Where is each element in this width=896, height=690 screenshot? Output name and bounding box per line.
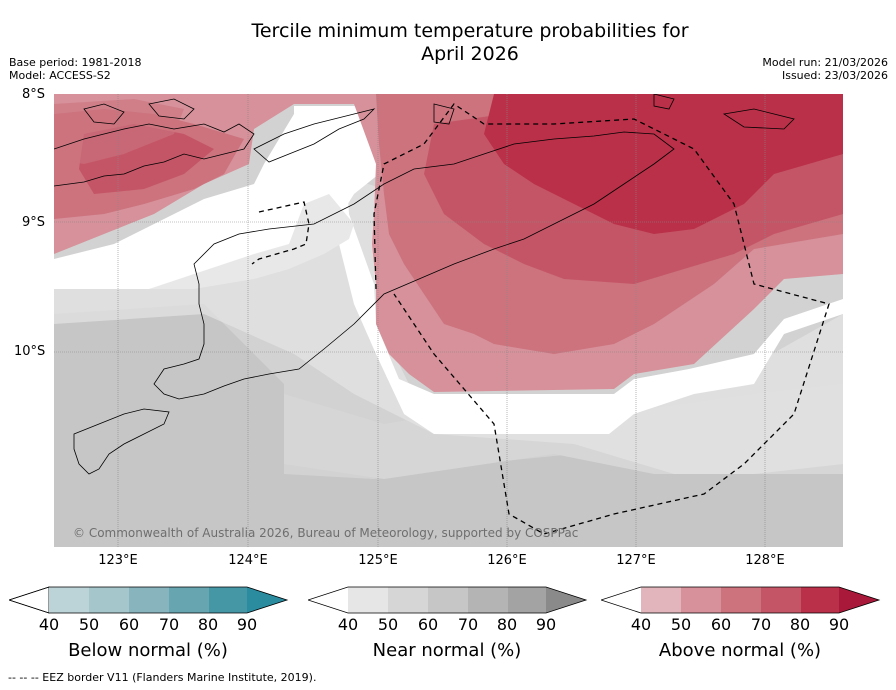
- eez-footnote: -- -- -- EEZ border V11 (Flanders Marine…: [8, 671, 317, 684]
- cbar-above-tick-70: 70: [750, 615, 772, 634]
- cbar-near-arrow-left: [308, 587, 348, 613]
- cbar-above-arrow-left: [601, 587, 641, 613]
- cbar-below-seg-1: [89, 587, 129, 613]
- cbar-above-arrow-right: [839, 587, 879, 613]
- cbar-near-tick-80: 80: [496, 615, 518, 634]
- cbar-below-seg-4: [209, 587, 247, 613]
- cbar-below-seg-2: [129, 587, 169, 613]
- cbar-above-tick-60: 60: [710, 615, 732, 634]
- cbar-above-seg-1: [681, 587, 721, 613]
- copyright-text: © Commonwealth of Australia 2026, Bureau…: [73, 526, 578, 540]
- cbar-near-seg-0: [348, 587, 388, 613]
- cbar-below-tick-60: 60: [118, 615, 140, 634]
- cbar-below-tick-50: 50: [78, 615, 100, 634]
- title-line-2: April 2026: [421, 43, 519, 65]
- near-normal-60-region: [54, 304, 843, 547]
- cbar-near-tick-60: 60: [417, 615, 439, 634]
- issued-date: Issued: 23/03/2026: [781, 69, 888, 82]
- flores-coast: [54, 123, 255, 187]
- colorbar-above-normal: [601, 586, 881, 614]
- lat-label-8s: 8°S: [22, 87, 46, 102]
- rote-coast: [73, 408, 170, 475]
- cbar-above-seg-2: [721, 587, 761, 613]
- cbar-below-title: Below normal (%): [68, 640, 228, 661]
- lon-label-126e: 126°E: [487, 553, 527, 568]
- cbar-below-seg-0: [49, 587, 89, 613]
- island-north: [433, 103, 455, 125]
- lon-label-125e: 125°E: [358, 553, 398, 568]
- cbar-above-tick-50: 50: [670, 615, 692, 634]
- cbar-below-tick-40: 40: [38, 615, 60, 634]
- graticule: [54, 94, 843, 547]
- lon-label-124e: 124°E: [228, 553, 268, 568]
- probability-map: © Commonwealth of Australia 2026, Bureau…: [54, 94, 843, 547]
- cbar-near-seg-2: [428, 587, 468, 613]
- eez-border: [251, 103, 830, 535]
- lon-label-123e: 123°E: [98, 553, 138, 568]
- cbar-above-tick-80: 80: [789, 615, 811, 634]
- cbar-above-title: Above normal (%): [658, 640, 822, 661]
- island-2: [148, 98, 195, 120]
- island-1: [83, 103, 125, 125]
- cbar-below-tick-80: 80: [197, 615, 219, 634]
- title-line-1: Tercile minimum temperature probabilitie…: [251, 20, 689, 42]
- cbar-near-title: Near normal (%): [372, 640, 522, 661]
- timor-coast: [153, 131, 675, 400]
- model-run: Model run: 21/03/2026: [762, 56, 888, 69]
- cbar-near-tick-90: 90: [535, 615, 557, 634]
- base-period: Base period: 1981-2018: [9, 56, 142, 69]
- colorbar-near-normal: [308, 586, 588, 614]
- cbar-above-outline: [601, 586, 881, 614]
- cbar-below-outline: [9, 586, 289, 614]
- tanimbar-coast: [722, 108, 795, 130]
- island-east-1: [653, 94, 675, 110]
- eez-timor-leste: [373, 103, 830, 535]
- above-normal-west-tongue: [54, 99, 184, 164]
- cbar-near-arrow-right: [546, 587, 586, 613]
- cbar-near-tick-70: 70: [457, 615, 479, 634]
- cbar-near-tick-40: 40: [337, 615, 359, 634]
- lat-label-9s: 9°S: [22, 215, 46, 230]
- cbar-above-seg-3: [761, 587, 801, 613]
- meta-right: Model run: 21/03/2026 Issued: 23/03/2026: [762, 56, 888, 82]
- model-name: Model: ACCESS-S2: [9, 69, 111, 82]
- cbar-near-seg-1: [388, 587, 428, 613]
- light-grey-ridge: [149, 194, 354, 289]
- lat-label-10s: 10°S: [14, 344, 46, 359]
- wetar-coast: [253, 108, 376, 163]
- map-title: Tercile minimum temperature probabilitie…: [150, 20, 790, 66]
- lon-label-128e: 128°E: [745, 553, 785, 568]
- eez-oecusse: [251, 201, 310, 265]
- lon-label-127e: 127°E: [616, 553, 656, 568]
- cbar-near-tick-50: 50: [377, 615, 399, 634]
- above-normal-80-region: [484, 94, 843, 234]
- cbar-above-tick-40: 40: [630, 615, 652, 634]
- cbar-below-seg-3: [169, 587, 209, 613]
- cbar-above-seg-0: [641, 587, 681, 613]
- cbar-below-tick-70: 70: [158, 615, 180, 634]
- cbar-near-outline: [308, 586, 588, 614]
- cbar-below-arrow-left: [9, 586, 50, 614]
- cbar-above-seg-4: [801, 587, 839, 613]
- cbar-below-tick-90: 90: [236, 615, 258, 634]
- cbar-near-seg-4: [508, 587, 546, 613]
- colorbar-below-normal: [9, 586, 289, 614]
- cbar-below-arrow-right: [247, 587, 287, 613]
- coastlines: [54, 94, 795, 475]
- meta-left: Base period: 1981-2018 Model: ACCESS-S2: [9, 56, 141, 82]
- cbar-near-seg-3: [468, 587, 508, 613]
- cbar-above-tick-90: 90: [828, 615, 850, 634]
